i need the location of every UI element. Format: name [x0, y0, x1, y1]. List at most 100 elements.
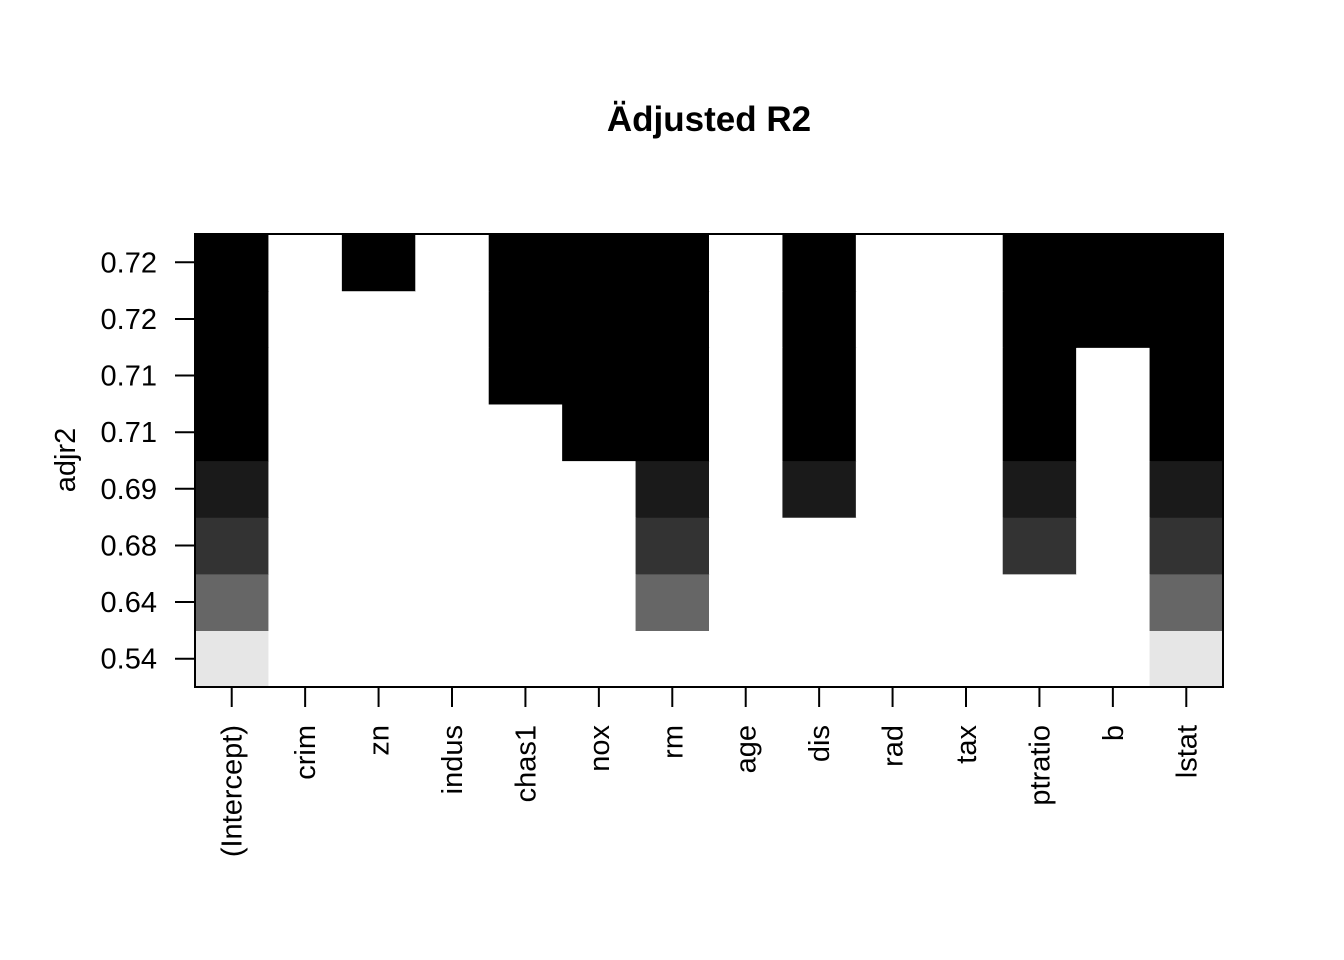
heatmap-cell [195, 234, 270, 292]
heatmap-cell [782, 630, 857, 688]
heatmap-cell [635, 630, 710, 688]
heatmap-cell [195, 290, 270, 348]
x-tick-label: rad [878, 725, 910, 767]
heatmap-cell [929, 460, 1004, 518]
x-tick-label: indus [437, 725, 469, 794]
heatmap-cell [488, 630, 563, 688]
heatmap-cell [929, 403, 1004, 462]
heatmap-cell [562, 573, 637, 631]
heatmap-cell [1002, 630, 1077, 688]
heatmap-cell [782, 290, 857, 348]
heatmap-cell [415, 347, 490, 405]
heatmap-cell [855, 630, 930, 688]
heatmap-cell [488, 290, 563, 348]
heatmap-cell [1076, 403, 1151, 462]
x-tick-label: age [731, 725, 763, 773]
heatmap-cell [1002, 403, 1077, 462]
heatmap-cell [268, 290, 343, 348]
heatmap-cell [488, 403, 563, 462]
heatmap-cell [709, 573, 784, 631]
heatmap-cells [195, 234, 1224, 688]
heatmap-cell [195, 460, 270, 518]
y-axis: 0.54 0.64 0.68 0.69 0.71 0.71 0.72 0.72 [101, 247, 195, 676]
heatmap-cell [855, 460, 930, 518]
heatmap-cell [268, 403, 343, 462]
heatmap-cell [1149, 630, 1224, 688]
heatmap-cell [268, 517, 343, 575]
heatmap-cell [415, 460, 490, 518]
y-axis-label: adjr2 [50, 428, 82, 493]
heatmap-cell [1002, 234, 1077, 292]
heatmap-cell [562, 630, 637, 688]
heatmap-cell [1002, 290, 1077, 348]
heatmap-cell [415, 573, 490, 631]
heatmap-cell [195, 630, 270, 688]
heatmap-cell [709, 347, 784, 405]
heatmap-cell [782, 347, 857, 405]
heatmap-cell [709, 290, 784, 348]
y-tick-label: 0.71 [101, 417, 157, 449]
heatmap-cell [1149, 234, 1224, 292]
heatmap-cell [635, 234, 710, 292]
heatmap-cell [1076, 517, 1151, 575]
x-axis: (Intercept) crim zn indus chas1 nox rm age dis ra… [217, 687, 1203, 857]
heatmap-cell [195, 573, 270, 631]
heatmap-cell [562, 290, 637, 348]
heatmap-cell [195, 517, 270, 575]
heatmap-cell [1002, 347, 1077, 405]
heatmap-cell [562, 403, 637, 462]
heatmap-cell [709, 403, 784, 462]
x-tick-label: crim [290, 725, 322, 780]
heatmap-cell [635, 290, 710, 348]
heatmap-cell [195, 347, 270, 405]
heatmap-cell [1076, 460, 1151, 518]
heatmap-cell [1002, 517, 1077, 575]
heatmap-cell [341, 517, 416, 575]
heatmap-cell [855, 573, 930, 631]
heatmap-cell [1002, 460, 1077, 518]
heatmap-cell [855, 290, 930, 348]
heatmap-cell [341, 234, 416, 292]
heatmap-cell [635, 460, 710, 518]
heatmap-cell [1149, 517, 1224, 575]
heatmap-cell [929, 347, 1004, 405]
heatmap-cell [929, 630, 1004, 688]
heatmap-cell [1076, 573, 1151, 631]
heatmap-cell [709, 517, 784, 575]
heatmap-cell [1149, 347, 1224, 405]
x-tick-label: zn [364, 725, 396, 756]
heatmap-cell [415, 630, 490, 688]
heatmap-cell [782, 573, 857, 631]
heatmap-cell [855, 347, 930, 405]
heatmap-cell [341, 347, 416, 405]
y-tick-label: 0.54 [101, 644, 157, 676]
heatmap-cell [341, 630, 416, 688]
x-tick-label: chas1 [510, 725, 542, 802]
heatmap-cell [488, 460, 563, 518]
y-tick-label: 0.72 [101, 304, 157, 336]
heatmap-cell [929, 573, 1004, 631]
heatmap-cell [855, 403, 930, 462]
heatmap-cell [415, 290, 490, 348]
x-tick-label: ptratio [1024, 725, 1056, 806]
x-tick-label: lstat [1171, 725, 1203, 778]
heatmap-cell [195, 403, 270, 462]
plot-frame [194, 233, 1224, 688]
heatmap-cell [415, 234, 490, 292]
heatmap-cell [341, 460, 416, 518]
heatmap-cell [562, 460, 637, 518]
x-tick-label: (Intercept) [217, 725, 249, 857]
chart-title: Ädjusted R2 [607, 100, 811, 139]
heatmap-cell [635, 403, 710, 462]
heatmap-cell [268, 347, 343, 405]
heatmap-cell [709, 234, 784, 292]
heatmap-cell [1002, 573, 1077, 631]
heatmap-cell [415, 403, 490, 462]
heatmap-cell [268, 234, 343, 292]
heatmap-cell [562, 234, 637, 292]
heatmap-cell [341, 573, 416, 631]
heatmap-cell [635, 347, 710, 405]
heatmap-cell [488, 517, 563, 575]
heatmap-cell [1149, 573, 1224, 631]
